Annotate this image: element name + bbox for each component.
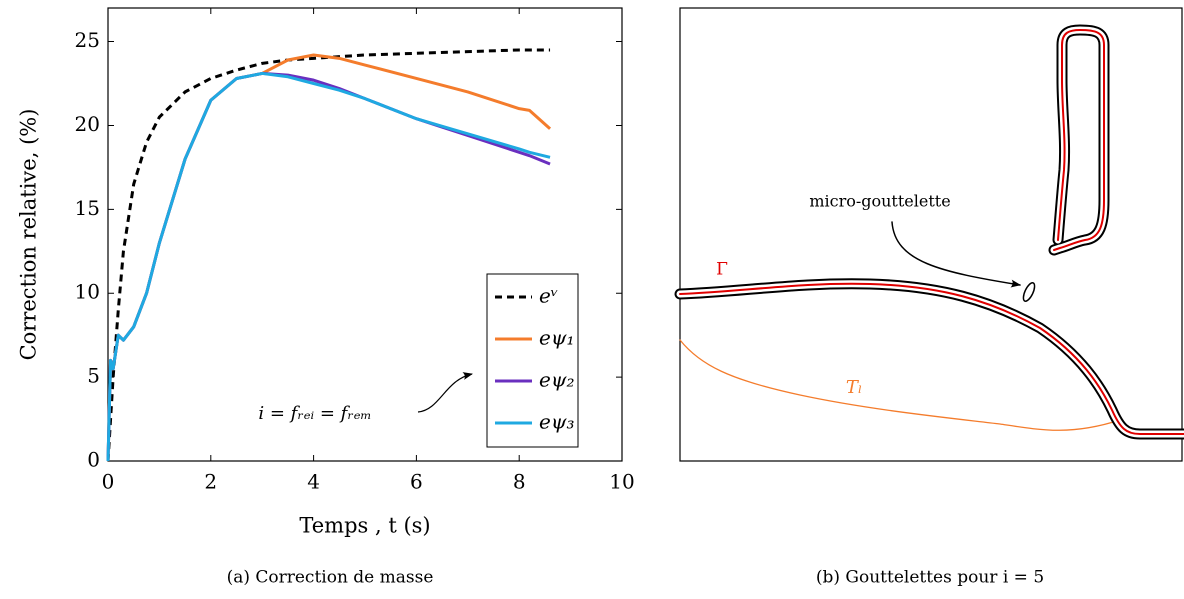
caption: (b) Gouttelettes pour i = 5 — [816, 568, 1044, 588]
liquidus-label: Tₗ — [846, 377, 862, 398]
legend-label: eψ₂ — [539, 368, 575, 392]
frame — [679, 7, 1183, 462]
series-line — [106, 48, 551, 462]
x-axis-label: Temps , t (s) — [299, 514, 430, 538]
micro-droplet — [1022, 282, 1036, 302]
chart-panel: 0 2 4 6 8 10 0 5 10 15 20 25 Temps , t (s) Correction… — [17, 7, 635, 538]
y-tick-label: 20 — [75, 112, 100, 136]
x-tick-label: 6 — [410, 470, 423, 494]
droplet — [1048, 24, 1110, 256]
y-tick-label: 15 — [75, 196, 100, 220]
legend-label: eψ₃ — [539, 410, 575, 434]
y-tick-label: 5 — [87, 364, 100, 388]
droplet-label: micro-gouttelette — [809, 192, 950, 211]
legend-box — [486, 273, 579, 448]
y-tick-label: 0 — [87, 448, 100, 472]
y-tick-label: 10 — [75, 280, 100, 304]
annotation-arrow — [417, 372, 473, 413]
plot-frame — [107, 7, 623, 462]
liquidus-line — [679, 339, 1121, 431]
x-tick-label: 8 — [513, 470, 526, 494]
x-tick-label: 0 — [102, 470, 115, 494]
arrow — [891, 221, 1021, 288]
diagram-panel: micro-gouttelette Γ Tₗ — [674, 7, 1184, 462]
interface — [674, 278, 1184, 440]
x-tick-label: 2 — [204, 470, 217, 494]
series-line — [106, 71, 551, 462]
y-tick-label: 25 — [75, 28, 100, 52]
legend-label: eψ₁ — [539, 326, 575, 350]
x-tick-label: 10 — [609, 470, 634, 494]
interface-label: Γ — [716, 260, 728, 280]
caption: (a) Correction de masse — [227, 568, 434, 588]
annotation: i = fᵣₑᵢ = fᵣₑₘ — [258, 403, 371, 424]
x-tick-label: 4 — [307, 470, 320, 494]
y-axis-label: Correction relative, (%) — [17, 109, 41, 361]
series-line — [106, 53, 552, 462]
legend-label: eᵛ — [539, 284, 558, 308]
